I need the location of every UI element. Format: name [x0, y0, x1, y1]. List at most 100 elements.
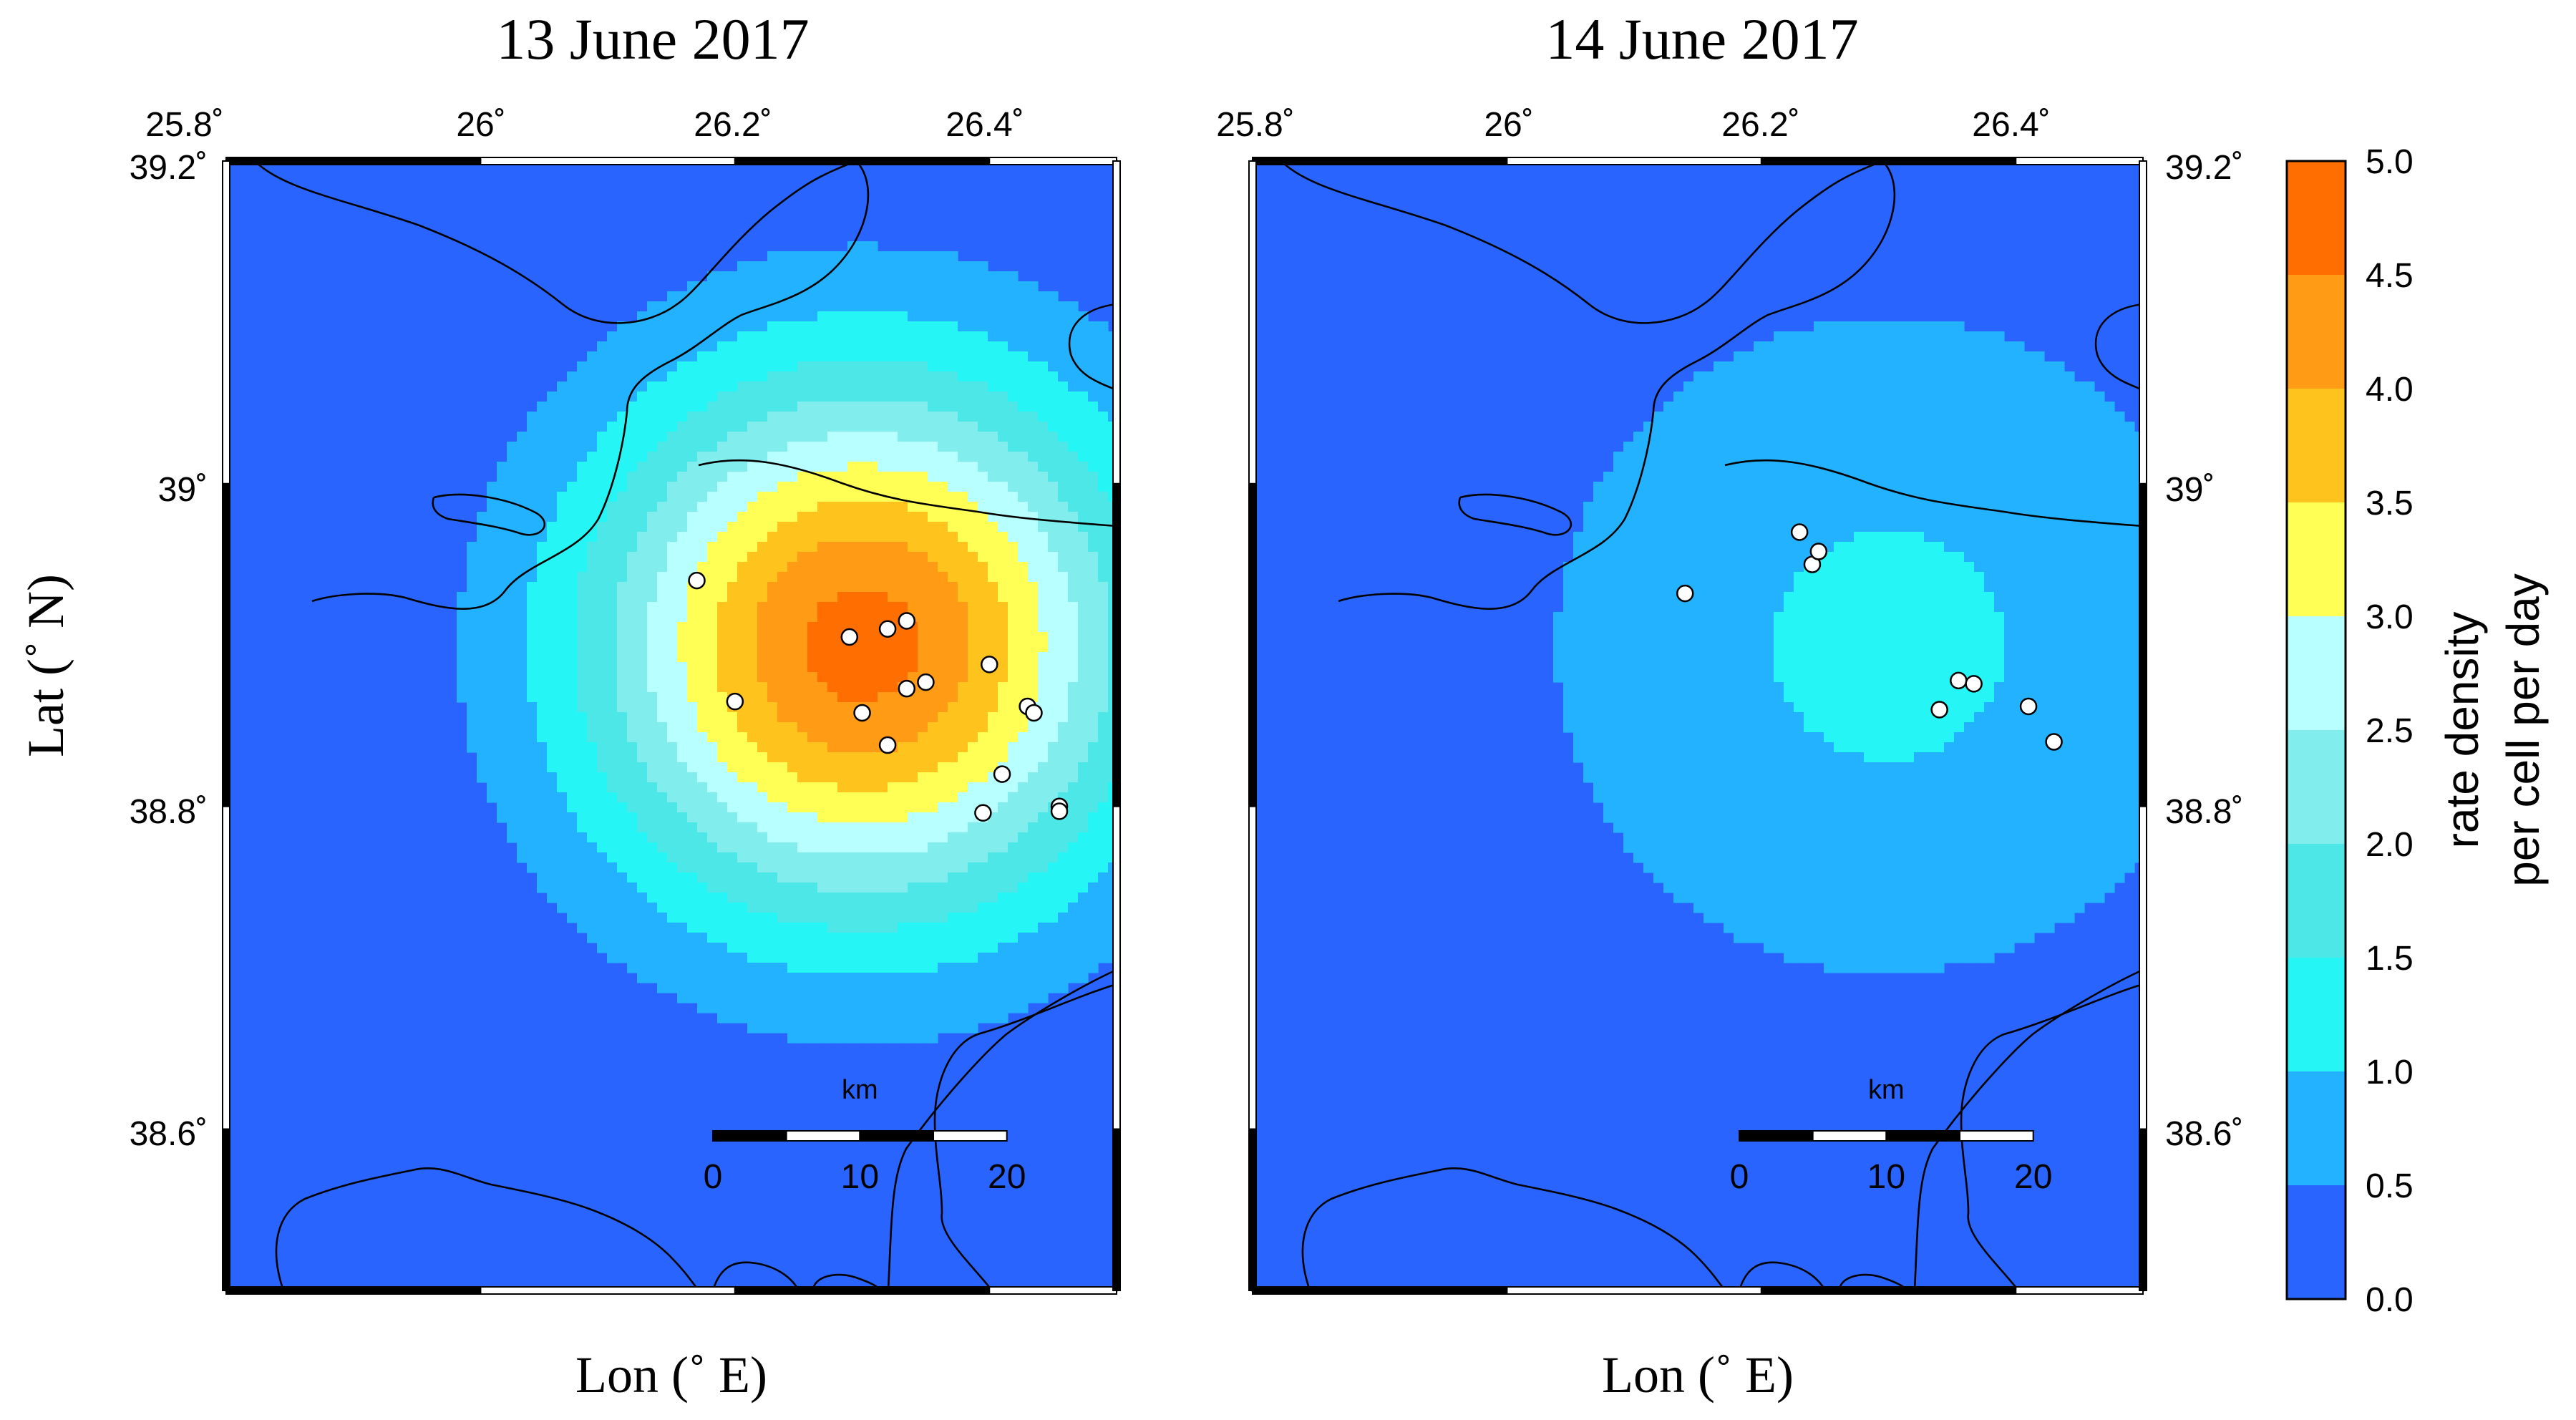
density-cell — [988, 291, 998, 302]
density-cell — [757, 331, 768, 342]
density-cell — [998, 351, 1008, 362]
density-cell — [928, 802, 938, 813]
density-cell — [707, 351, 718, 362]
density-cell — [737, 291, 748, 302]
density-cell — [1924, 331, 1935, 342]
density-cell — [1048, 772, 1059, 783]
density-cell — [888, 291, 898, 302]
density-cell — [938, 983, 948, 993]
density-cell — [1018, 732, 1029, 743]
density-cell — [928, 622, 938, 633]
density-cell — [1814, 432, 1824, 442]
density-cell — [1068, 732, 1079, 743]
density-cell — [1038, 552, 1049, 563]
density-cell — [857, 552, 868, 563]
density-cell — [1844, 432, 1855, 442]
density-cell — [477, 612, 487, 623]
density-cell — [817, 321, 828, 332]
density-cell — [667, 923, 678, 933]
scale-bar-segment — [859, 1130, 935, 1142]
density-cell — [787, 592, 798, 603]
density-cell — [1964, 432, 1975, 442]
density-cell — [627, 832, 638, 843]
density-cell — [827, 1003, 838, 1013]
density-cell — [1088, 923, 1099, 933]
density-cell — [938, 652, 948, 663]
density-cell — [888, 542, 898, 553]
density-cell — [807, 442, 818, 452]
density-cell — [1088, 842, 1099, 853]
density-cell — [707, 602, 718, 613]
density-cell — [487, 512, 497, 522]
density-cell — [928, 933, 938, 943]
density-cell — [607, 802, 618, 813]
density-cell — [637, 482, 648, 492]
density-cell — [747, 752, 758, 763]
density-cell — [2034, 442, 2045, 452]
density-cell — [487, 612, 497, 623]
density-cell — [898, 1003, 908, 1013]
density-cell — [487, 792, 497, 803]
density-cell — [807, 381, 818, 392]
density-cell — [767, 913, 778, 923]
density-cell — [988, 442, 998, 452]
density-cell — [1784, 392, 1794, 402]
density-cell — [537, 782, 548, 793]
density-cell — [918, 612, 928, 623]
density-cell — [1078, 762, 1089, 773]
density-cell — [857, 652, 868, 663]
density-cell — [637, 552, 648, 563]
density-cell — [1038, 933, 1049, 943]
density-cell — [1078, 652, 1089, 663]
density-cell — [1038, 452, 1049, 462]
density-cell — [1068, 371, 1079, 382]
density-cell — [737, 943, 748, 953]
density-cell — [1924, 432, 1935, 442]
density-cell — [938, 882, 948, 893]
density-cell — [958, 1003, 968, 1013]
density-cell — [918, 632, 928, 643]
density-cell — [527, 802, 538, 813]
density-cell — [928, 983, 938, 993]
density-cell — [687, 532, 698, 543]
density-cell — [627, 862, 638, 873]
density-cell — [527, 512, 538, 522]
density-cell — [797, 963, 808, 973]
density-cell — [487, 532, 497, 543]
density-cell — [1028, 872, 1039, 883]
density-cell — [837, 512, 848, 522]
density-cell — [567, 422, 578, 432]
density-cell — [908, 562, 918, 573]
map-area: km0 10 20 — [1253, 161, 2143, 1290]
density-cell — [797, 903, 808, 913]
density-cell — [707, 973, 718, 983]
density-cell — [557, 432, 568, 442]
density-cell — [567, 812, 578, 823]
density-cell — [697, 943, 708, 953]
density-cell — [857, 762, 868, 773]
density-cell — [978, 822, 988, 833]
density-cell — [898, 762, 908, 773]
density-cell — [847, 923, 858, 933]
density-cell — [1098, 842, 1109, 853]
density-cell — [1058, 361, 1069, 372]
density-cell — [707, 281, 718, 292]
density-cell — [777, 732, 788, 743]
density-cell — [928, 943, 938, 953]
density-cell — [757, 261, 768, 272]
density-cell — [998, 872, 1008, 883]
density-cell — [837, 672, 848, 683]
density-cell — [918, 792, 928, 803]
density-cell — [1098, 662, 1109, 673]
density-cell — [978, 321, 988, 332]
density-cell — [1038, 361, 1049, 372]
density-cell — [1028, 882, 1039, 893]
density-cell — [647, 542, 658, 553]
density-cell — [888, 371, 898, 382]
density-cell — [547, 872, 558, 883]
density-cell — [1824, 402, 1834, 412]
density-cell — [998, 712, 1008, 723]
density-cell — [938, 542, 948, 553]
density-cell — [657, 662, 668, 673]
